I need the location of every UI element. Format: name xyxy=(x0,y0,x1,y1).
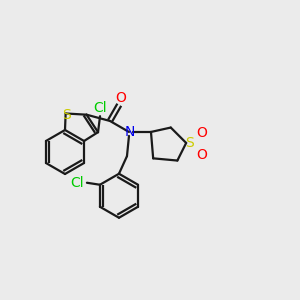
Text: Cl: Cl xyxy=(93,101,107,115)
Text: O: O xyxy=(197,148,208,162)
Text: S: S xyxy=(62,109,71,122)
Text: O: O xyxy=(115,91,126,105)
Text: Cl: Cl xyxy=(70,176,84,190)
Text: S: S xyxy=(185,136,194,150)
Text: O: O xyxy=(197,126,208,140)
Text: N: N xyxy=(125,125,135,139)
